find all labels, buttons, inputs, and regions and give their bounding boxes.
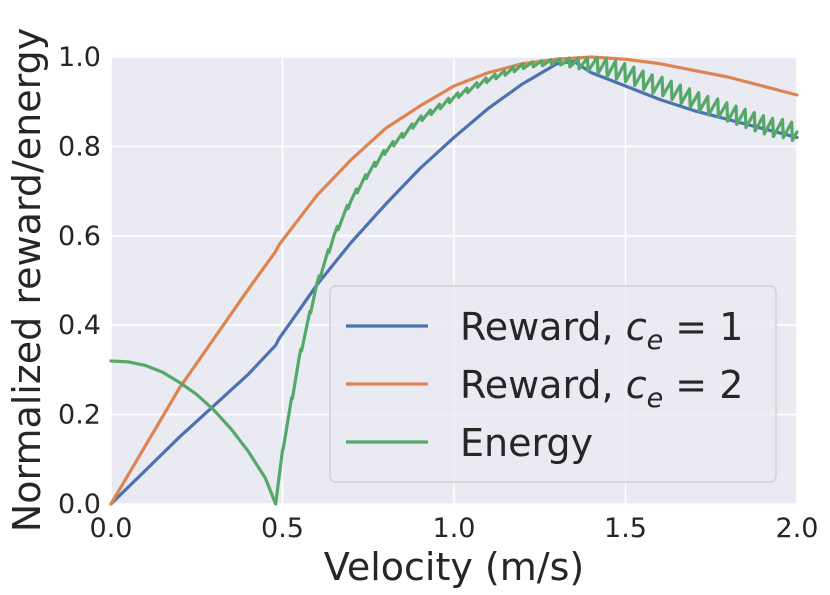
y-tick-label: 0.6	[58, 221, 101, 252]
y-tick-label: 0.8	[58, 131, 101, 162]
legend-entry-2: Energy	[460, 421, 593, 465]
x-tick-label: 1.0	[433, 513, 476, 544]
x-tick-label: 1.5	[604, 513, 647, 544]
legend-frame	[329, 285, 777, 483]
x-axis-label: Velocity (m/s)	[324, 545, 584, 589]
legend-subscript: e	[647, 383, 664, 414]
legend-variable: c	[626, 363, 647, 407]
x-tick-label: 2.0	[776, 513, 819, 544]
grid	[110, 56, 798, 505]
x-tick-labels: 0.0 0.5 1.0 1.5 2.0	[90, 513, 819, 544]
series-line-2	[109, 56, 799, 506]
y-tick-label: 0.2	[58, 400, 101, 431]
legend-entry-0: Reward, ce = 1	[460, 305, 743, 356]
series-line-0	[109, 59, 799, 506]
legend-prefix: Reward,	[460, 363, 626, 407]
y-tick-label: 0.4	[58, 310, 101, 341]
series-line-1	[109, 55, 799, 506]
legend-prefix: Energy	[460, 421, 593, 465]
x-tick-label: 0.5	[261, 513, 304, 544]
legend-suffix: = 2	[663, 363, 743, 407]
series-layer	[109, 55, 799, 506]
y-tick-labels: 0.0 0.2 0.4 0.6 0.8 1.0	[58, 42, 101, 520]
y-axis-label: Normalized reward/energy	[5, 28, 49, 532]
legend-entry-1: Reward, ce = 2	[460, 363, 743, 414]
legend-prefix: Reward,	[460, 305, 626, 349]
legend-subscript: e	[647, 325, 664, 356]
legend-variable: c	[626, 305, 647, 349]
legend-suffix: = 1	[663, 305, 743, 349]
y-tick-label: 0.0	[58, 489, 101, 520]
x-tick-label: 0.0	[90, 513, 133, 544]
y-tick-label: 1.0	[58, 42, 101, 73]
